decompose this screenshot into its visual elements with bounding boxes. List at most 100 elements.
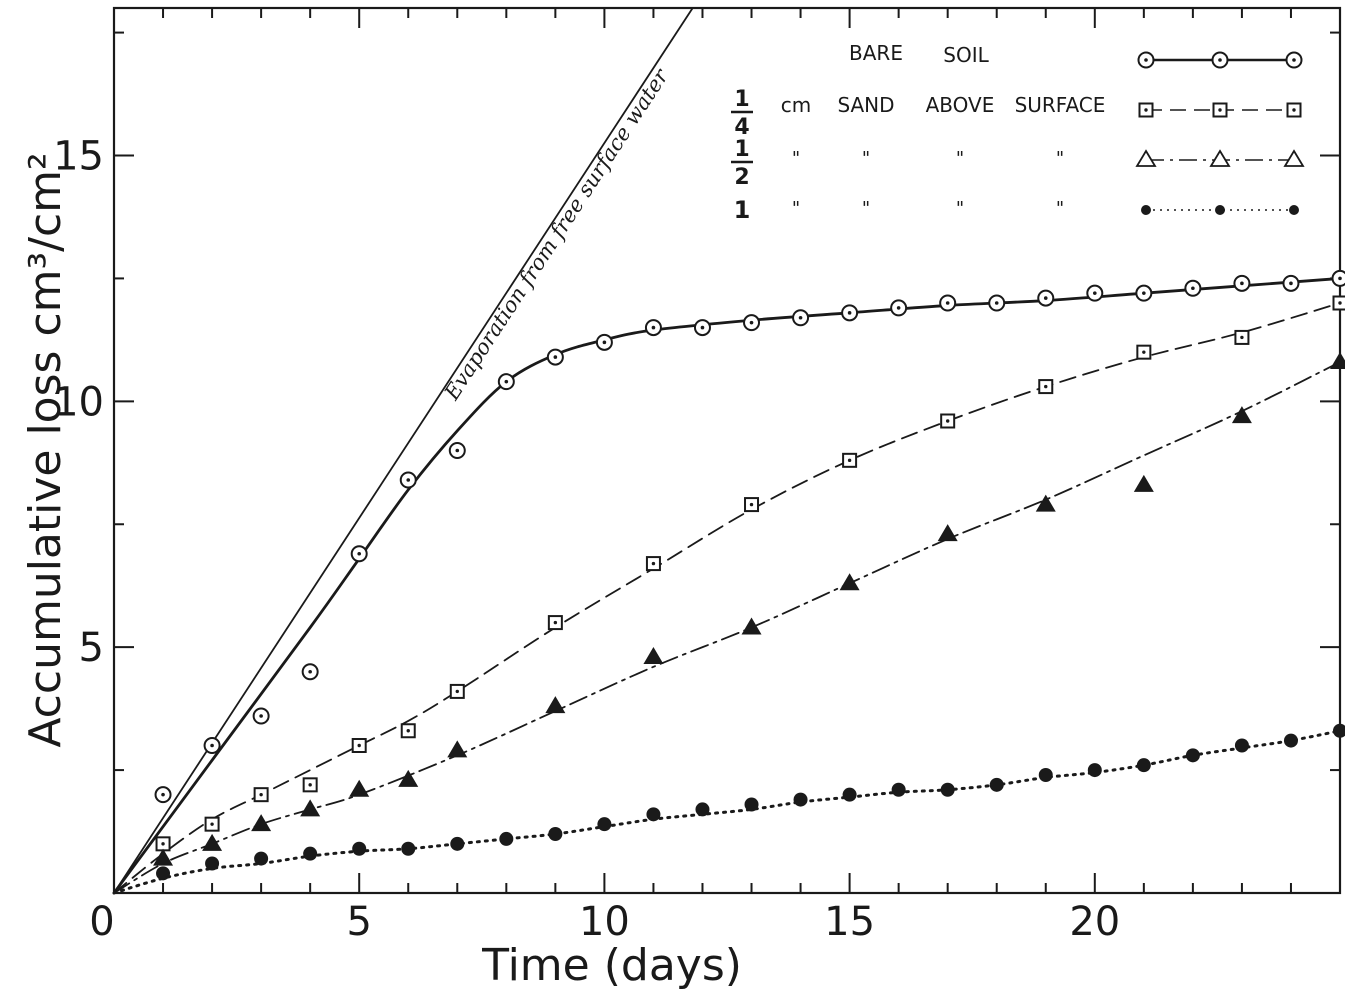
y-tick-label: 15 xyxy=(53,134,104,180)
point-center xyxy=(1338,301,1342,305)
point-center xyxy=(308,669,312,674)
point-triangle xyxy=(741,617,762,635)
point-center xyxy=(1142,291,1146,295)
point-dot xyxy=(401,841,416,856)
point-center xyxy=(847,311,852,315)
data-point xyxy=(1286,102,1302,118)
data-point xyxy=(153,848,174,866)
point-dot xyxy=(1234,738,1249,753)
legend-fraction-numerator: 1 xyxy=(734,137,749,162)
point-center xyxy=(553,620,558,625)
point-dot xyxy=(1185,748,1200,763)
data-point xyxy=(399,471,417,489)
legend-row-4 xyxy=(1141,205,1299,215)
point-center xyxy=(406,729,410,733)
point-dot xyxy=(646,807,661,822)
point-center xyxy=(1142,350,1146,354)
reference-line-group: Evaporation from free surface water xyxy=(113,7,694,894)
data-point xyxy=(398,769,419,787)
data-point xyxy=(349,779,370,797)
point-center xyxy=(700,325,705,330)
y-tick-label: 10 xyxy=(53,379,104,425)
point-center xyxy=(1292,58,1296,62)
data-point xyxy=(842,452,858,468)
point-dot xyxy=(793,792,808,807)
data-point xyxy=(891,782,906,797)
point-center xyxy=(896,306,901,310)
series-1 xyxy=(112,269,1345,895)
data-point xyxy=(1138,102,1154,118)
data-point xyxy=(154,786,172,804)
data-point xyxy=(1333,723,1345,738)
data-point xyxy=(1137,51,1155,69)
point-center xyxy=(1191,286,1195,291)
legend-ditto-mark: " xyxy=(862,148,870,169)
data-point xyxy=(1038,768,1053,782)
point-triangle xyxy=(300,799,321,817)
series-line xyxy=(113,361,1341,894)
data-point xyxy=(597,817,612,832)
data-point xyxy=(497,373,515,391)
data-point xyxy=(1035,494,1056,512)
data-point xyxy=(1184,279,1202,297)
y-tick-label: 5 xyxy=(79,625,104,671)
point-center xyxy=(1144,58,1148,62)
data-point xyxy=(401,841,416,856)
series-line xyxy=(113,302,1341,894)
point-dot xyxy=(548,827,563,841)
data-point xyxy=(1231,406,1252,424)
point-triangle xyxy=(1133,474,1154,492)
point-triangle xyxy=(1209,149,1231,167)
point-triangle xyxy=(1330,352,1345,369)
data-point xyxy=(693,319,711,337)
point-center xyxy=(994,301,999,305)
legend-ditto-mark: " xyxy=(792,198,800,219)
legend-fraction-denominator: 4 xyxy=(734,115,749,140)
point-dot xyxy=(940,782,955,797)
point-triangle xyxy=(251,814,272,832)
point-center xyxy=(847,458,852,463)
legend-column-label: ABOVE xyxy=(926,93,995,117)
point-center xyxy=(553,355,558,359)
data-point xyxy=(1234,738,1249,753)
point-triangle xyxy=(447,740,468,758)
legend-header-soil: SOIL xyxy=(943,43,989,67)
point-dot xyxy=(352,841,367,856)
point-center xyxy=(1218,108,1222,112)
data-point xyxy=(546,348,564,366)
point-center xyxy=(1289,281,1293,286)
point-dot xyxy=(1087,763,1102,778)
point-center xyxy=(1240,281,1244,286)
data-point xyxy=(499,831,514,846)
legend-header-bare: BARE xyxy=(849,41,903,65)
point-dot xyxy=(1136,758,1151,773)
point-center xyxy=(161,792,165,797)
data-point xyxy=(252,707,270,725)
point-triangle xyxy=(1035,494,1056,512)
point-center xyxy=(945,419,950,423)
point-triangle xyxy=(349,779,370,797)
data-point xyxy=(744,497,760,513)
data-point xyxy=(842,787,857,802)
data-point xyxy=(1037,289,1055,307)
data-point xyxy=(1234,329,1250,345)
y-axis-title: Accumulative loss cm³/cm² xyxy=(20,152,71,747)
legend-row-2 xyxy=(1138,102,1302,118)
data-point xyxy=(793,792,808,807)
plot-frame xyxy=(112,6,1342,895)
data-point xyxy=(251,814,272,832)
x-tick-label: 20 xyxy=(1069,899,1120,945)
data-point xyxy=(940,413,956,429)
data-point xyxy=(1283,149,1305,167)
data-point xyxy=(301,663,319,681)
data-point xyxy=(1038,379,1054,395)
data-point xyxy=(1136,344,1152,360)
point-center xyxy=(651,561,656,566)
point-center xyxy=(161,842,165,846)
point-center xyxy=(1292,108,1296,112)
legend-row-3 xyxy=(1135,149,1305,167)
data-point xyxy=(449,683,465,699)
point-dot xyxy=(597,817,612,832)
point-center xyxy=(1093,291,1097,295)
